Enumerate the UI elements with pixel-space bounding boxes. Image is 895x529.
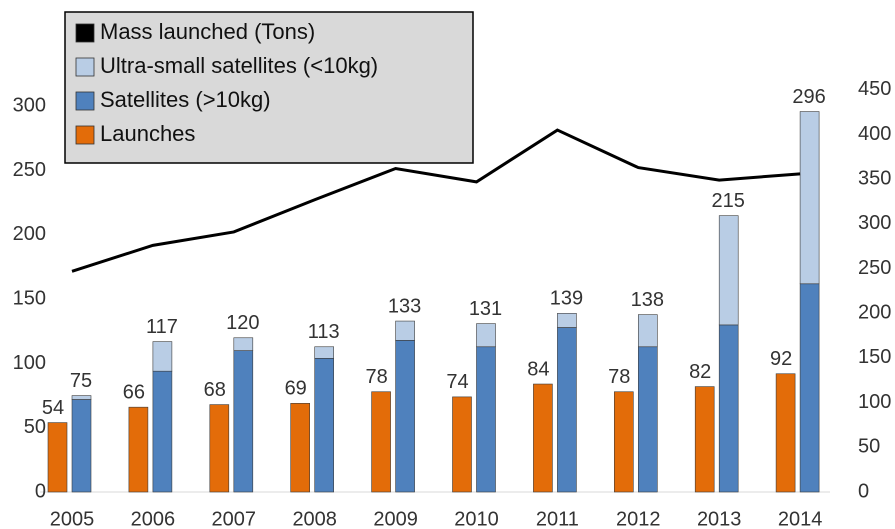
bar — [557, 313, 577, 328]
legend-label: Satellites (>10kg) — [100, 87, 271, 112]
bar — [314, 346, 335, 359]
bar — [718, 215, 739, 326]
bar — [371, 391, 391, 493]
bar — [209, 404, 230, 493]
x-tick-label: 2011 — [536, 508, 579, 529]
line — [71, 128, 801, 273]
bar — [152, 341, 173, 372]
legend-swatch — [75, 91, 95, 111]
bar — [718, 324, 739, 493]
bar — [233, 350, 254, 493]
legend-swatch — [75, 57, 95, 77]
legend-label: Ultra-small satellites (<10kg) — [100, 53, 378, 78]
y2-tick-label: 400 — [858, 123, 891, 145]
value-label: 78 — [608, 366, 630, 388]
bar — [799, 283, 820, 493]
bar — [476, 346, 496, 493]
bar — [452, 396, 472, 493]
total-label: 215 — [712, 190, 745, 212]
y-tick-label: 200 — [13, 223, 46, 245]
legend-swatch — [75, 125, 95, 145]
legend-swatch — [75, 23, 95, 43]
x-tick-label: 2013 — [697, 508, 742, 529]
bar — [613, 391, 634, 493]
bar — [694, 386, 715, 493]
y2-tick-label: 450 — [858, 78, 891, 100]
y2-tick-label: 200 — [858, 302, 891, 324]
bar — [233, 337, 254, 351]
x-tick-label: 2008 — [292, 508, 337, 529]
bar — [128, 406, 149, 493]
y2-tick-label: 0 — [858, 480, 869, 502]
x-tick-label: 2009 — [373, 508, 418, 529]
value-label: 74 — [446, 371, 468, 393]
y-tick-label: 0 — [35, 480, 46, 502]
bar — [152, 370, 173, 493]
y2-tick-label: 300 — [858, 212, 891, 234]
legend: Mass launched (Tons) Ultra-small satellit… — [64, 11, 474, 164]
value-label: 84 — [527, 358, 549, 380]
x-tick-label: 2012 — [616, 508, 661, 529]
total-label: 117 — [146, 316, 178, 338]
bar — [533, 383, 553, 493]
legend-box — [64, 11, 474, 164]
y2-tick-label: 150 — [858, 346, 891, 368]
y-tick-label: 150 — [13, 287, 46, 309]
bar — [71, 395, 92, 400]
bar — [395, 340, 415, 493]
bar — [47, 422, 68, 493]
x-tick-label: 2005 — [50, 508, 95, 529]
bar — [637, 314, 658, 348]
bar — [314, 358, 335, 493]
total-label: 120 — [226, 312, 259, 334]
bar — [476, 323, 496, 348]
y-tick-label: 50 — [24, 416, 46, 438]
y2-tick-label: 350 — [858, 168, 891, 190]
y2-tick-label: 250 — [858, 257, 891, 279]
value-label: 82 — [689, 361, 711, 383]
bar — [637, 346, 658, 493]
y-tick-label: 100 — [13, 352, 46, 374]
x-tick-label: 2006 — [131, 508, 176, 529]
x-tick-label: 2014 — [778, 508, 823, 529]
total-label: 139 — [550, 288, 583, 310]
total-label: 75 — [70, 370, 92, 392]
total-label: 133 — [388, 295, 421, 317]
y2-tick-label: 50 — [858, 436, 880, 458]
total-label: 113 — [308, 321, 340, 343]
bar — [799, 111, 820, 285]
total-label: 296 — [792, 86, 825, 108]
value-label: 54 — [42, 397, 64, 419]
bar — [557, 327, 577, 493]
value-label: 66 — [123, 381, 145, 403]
value-label: 68 — [204, 379, 226, 401]
total-label: 131 — [469, 298, 502, 320]
y2-tick-label: 100 — [858, 391, 891, 413]
y-tick-label: 300 — [13, 95, 46, 117]
value-label: 69 — [285, 378, 307, 400]
bar — [395, 320, 415, 341]
bar — [71, 399, 92, 493]
value-label: 92 — [770, 348, 792, 370]
x-tick-label: 2007 — [212, 508, 257, 529]
x-tick-label: 2010 — [454, 508, 499, 529]
total-label: 138 — [631, 289, 664, 311]
legend-label: Mass launched (Tons) — [100, 19, 315, 44]
bar — [775, 373, 796, 493]
bar — [290, 403, 311, 493]
legend-label: Launches — [100, 121, 195, 146]
y-tick-label: 250 — [13, 159, 46, 181]
value-label: 78 — [365, 366, 387, 388]
